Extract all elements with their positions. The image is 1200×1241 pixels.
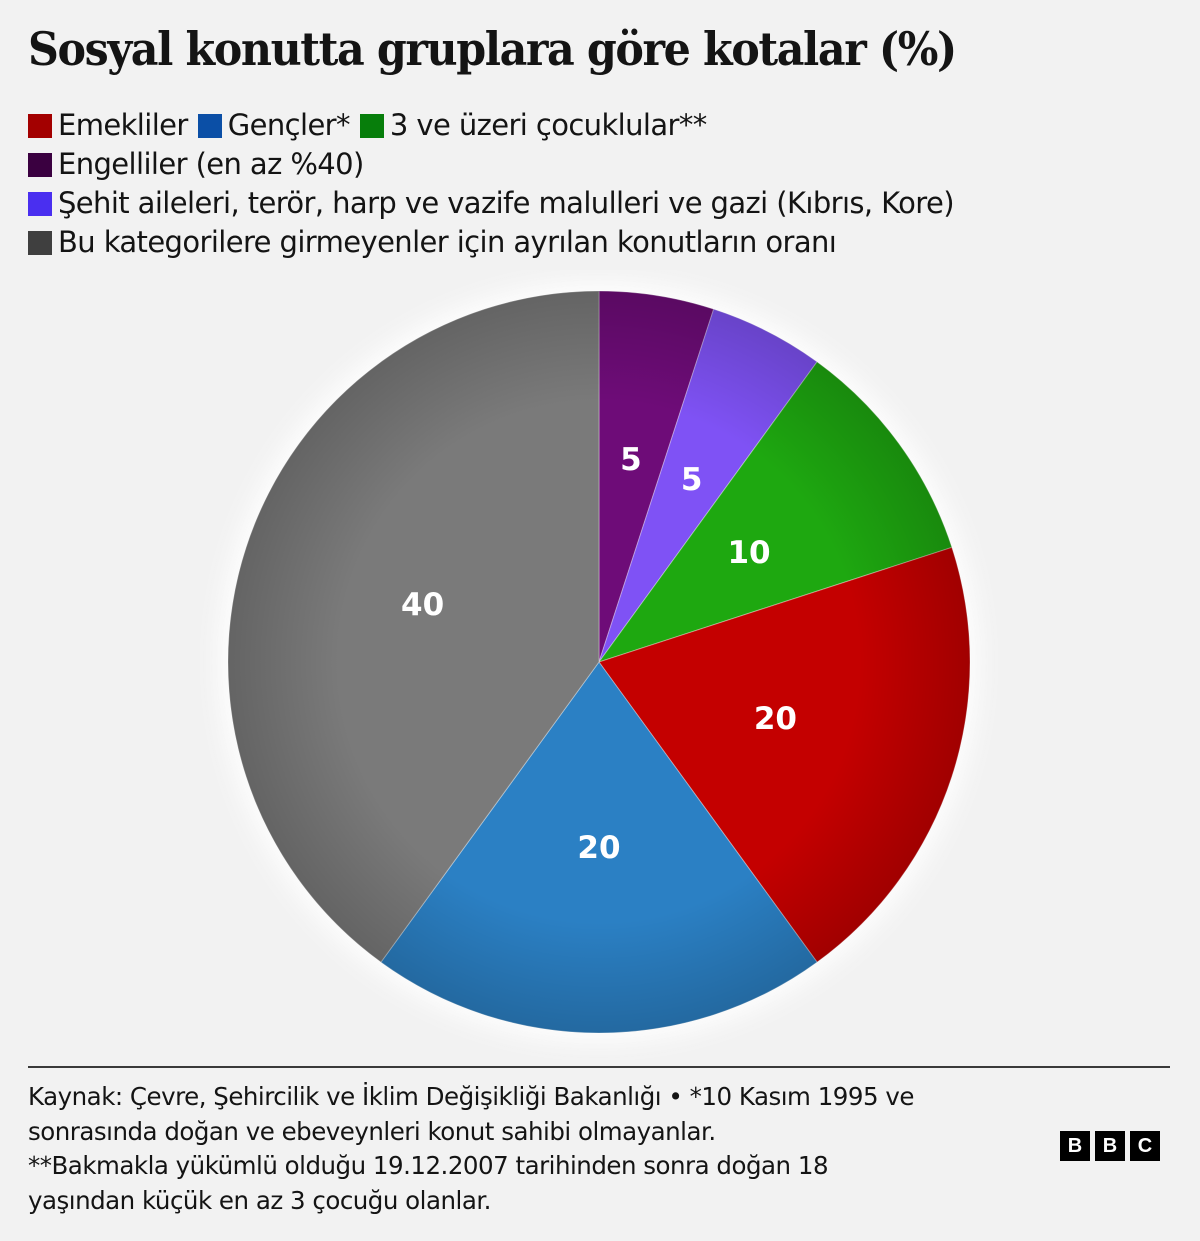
- legend-row-3: Şehit aileleri, terör, harp ve vazife ma…: [28, 184, 964, 223]
- source-line: Kaynak: Çevre, Şehircilik ve İklim Değiş…: [28, 1082, 914, 1111]
- pie-chart-graphic: [219, 282, 979, 1042]
- bbc-logo-block: C: [1130, 1131, 1160, 1161]
- slice-value-label: 5: [680, 462, 703, 499]
- legend-label: Engelliler (en az %40): [58, 147, 364, 181]
- source-line: yaşından küçük en az 3 çocuğu olanlar.: [28, 1185, 491, 1215]
- legend-label: Bu kategorilere girmeyenler için ayrılan…: [58, 225, 837, 259]
- slice-value-label: 20: [577, 829, 621, 866]
- source-line: **Bakmakla yükümlü olduğu 19.12.2007 tar…: [28, 1151, 829, 1180]
- legend-row-1: Emekliler Gençler* 3 ve üzeri çocuklular…: [28, 106, 964, 145]
- legend-swatch-icon: [359, 113, 384, 138]
- legend-item-emekliler: Emekliler: [28, 106, 188, 145]
- legend-swatch-icon: [28, 113, 52, 138]
- legend-swatch-icon: [197, 113, 222, 138]
- footer-divider: [28, 1066, 1170, 1068]
- bbc-logo-block: B: [1060, 1131, 1090, 1161]
- source-note: Kaynak: Çevre, Şehircilik ve İklim Değiş…: [28, 1080, 1058, 1218]
- legend-swatch-icon: [28, 152, 52, 177]
- legend: Emekliler Gençler* 3 ve üzeri çocuklular…: [28, 106, 964, 262]
- legend-item-gencler: Gençler*: [197, 106, 351, 145]
- chart-title: Sosyal konutta gruplara göre kotalar (%): [28, 22, 957, 76]
- legend-label: Emekliler: [58, 108, 188, 142]
- legend-item-diger: Bu kategorilere girmeyenler için ayrılan…: [28, 223, 837, 262]
- legend-item-cocuklular: 3 ve üzeri çocuklular**: [359, 106, 707, 145]
- bbc-logo: B B C: [1060, 1131, 1160, 1161]
- pie-chart: 5 5 10 20 20 40: [0, 270, 1200, 1060]
- slice-value-label: 40: [401, 586, 445, 623]
- legend-swatch-icon: [28, 191, 52, 216]
- legend-label: Gençler*: [227, 108, 351, 142]
- slice-value-label: 5: [620, 442, 642, 479]
- slice-value-label: 20: [753, 701, 797, 738]
- legend-label: 3 ve üzeri çocuklular**: [389, 108, 707, 142]
- legend-item-engelliler: Engelliler (en az %40): [28, 145, 364, 184]
- legend-swatch-icon: [28, 230, 52, 255]
- legend-row-2: Engelliler (en az %40): [28, 145, 964, 184]
- legend-label: Şehit aileleri, terör, harp ve vazife ma…: [58, 186, 955, 220]
- slice-value-label: 10: [727, 534, 771, 571]
- legend-item-sehit: Şehit aileleri, terör, harp ve vazife ma…: [28, 184, 955, 223]
- legend-row-4: Bu kategorilere girmeyenler için ayrılan…: [28, 223, 964, 262]
- bbc-logo-block: B: [1095, 1131, 1125, 1161]
- source-line: sonrasında doğan ve ebeveynleri konut sa…: [28, 1116, 716, 1146]
